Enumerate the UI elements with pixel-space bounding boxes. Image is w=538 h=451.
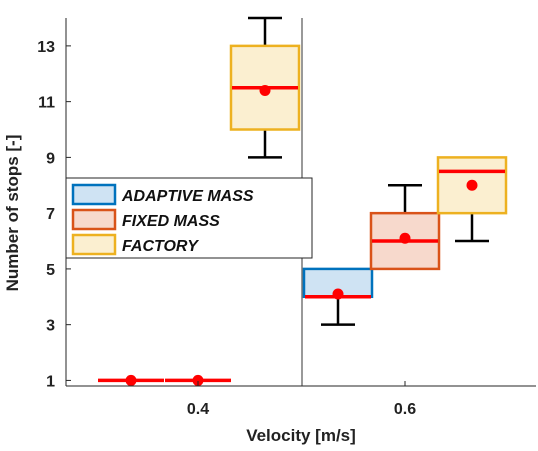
y-tick-label: 7 [46, 206, 55, 223]
box-group [229, 16, 301, 159]
box-group [302, 267, 374, 326]
y-axis-label: Number of stops [-] [3, 135, 22, 292]
legend-swatch [71, 208, 117, 231]
y-tick-label: 13 [37, 39, 55, 56]
y-tick-label: 9 [46, 150, 55, 167]
mean-marker [399, 232, 411, 244]
mean-marker [466, 179, 478, 191]
box-group [436, 156, 508, 243]
y-tick-label: 1 [46, 373, 55, 390]
legend-label: ADAPTIVE MASS [121, 188, 254, 205]
mean-marker [125, 374, 137, 386]
legend-swatch [71, 183, 117, 206]
y-tick-label: 5 [46, 262, 55, 279]
box-iqr [302, 267, 374, 299]
x-tick-label: 0.6 [394, 401, 416, 418]
legend-swatch [71, 233, 117, 256]
y-tick-label: 3 [46, 318, 55, 335]
mean-marker [332, 288, 344, 300]
mean-marker [259, 84, 271, 96]
legend: ADAPTIVE MASS FIXED MASS FACTORY [65, 177, 313, 259]
box-group [369, 184, 441, 271]
legend-label: FACTORY [122, 238, 199, 255]
legend-label: FIXED MASS [122, 213, 220, 230]
x-tick-label: 0.4 [187, 401, 209, 418]
y-tick-label: 11 [38, 95, 55, 112]
mean-marker [192, 374, 204, 386]
x-axis-label: Velocity [m/s] [246, 426, 356, 445]
plot-area [98, 16, 508, 386]
